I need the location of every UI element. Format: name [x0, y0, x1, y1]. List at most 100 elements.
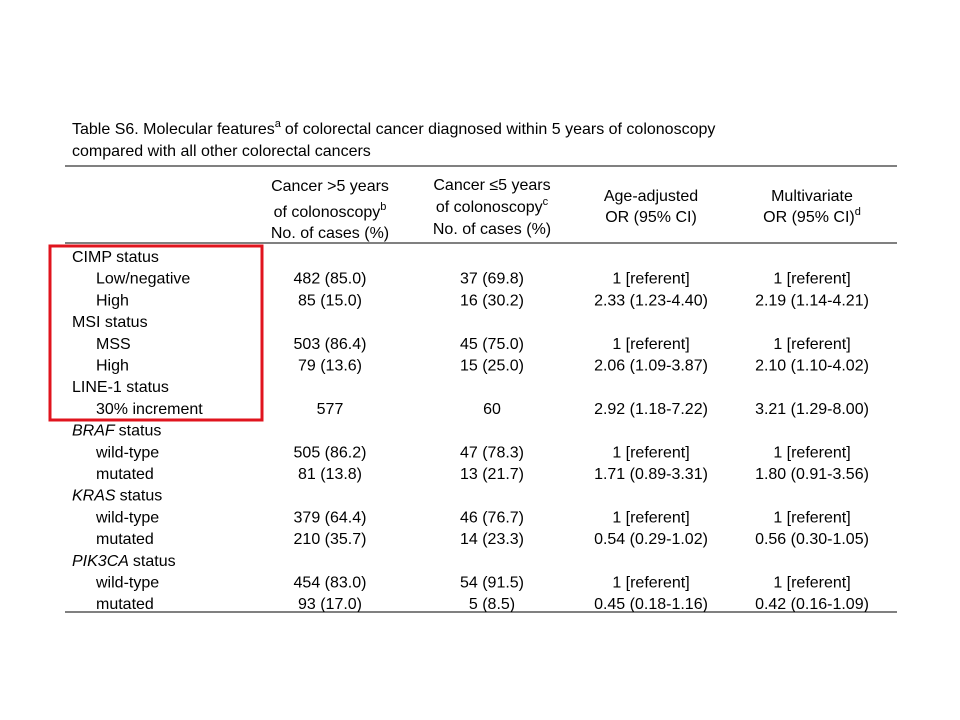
group-suffix: status: [119, 423, 162, 440]
gene-name: PIK3CA: [72, 553, 129, 570]
cell: 37 (69.8): [460, 271, 524, 288]
header-text: OR (95% CI): [605, 209, 697, 226]
cell: 2.10 (1.10-4.02): [755, 358, 869, 375]
group-text: CIMP status: [72, 249, 159, 266]
cell: 1 [referent]: [612, 444, 689, 461]
title-text: of colorectal cancer diagnosed within 5 …: [285, 121, 715, 138]
gene-name: KRAS: [72, 488, 116, 505]
group-suffix: status: [120, 488, 163, 505]
cell: 14 (23.3): [460, 531, 524, 548]
cell: 2.92 (1.18-7.22): [594, 401, 708, 418]
cell: 0.56 (0.30-1.05): [755, 531, 869, 548]
group-text: LINE-1 status: [72, 379, 169, 396]
cell: 13 (21.7): [460, 466, 524, 483]
cell: 1 [referent]: [773, 271, 850, 288]
cell: 0.54 (0.29-1.02): [594, 531, 708, 548]
cell: 505 (86.2): [294, 444, 367, 461]
row-label: 30% increment: [96, 401, 203, 418]
cell: 3.21 (1.29-8.00): [755, 401, 869, 418]
cell: 1 [referent]: [773, 336, 850, 353]
column-header: OR (95% CI): [605, 209, 697, 226]
cell: 1.71 (0.89-3.31): [594, 466, 708, 483]
column-header: No. of cases (%): [433, 221, 551, 238]
title-text: Table S6. Molecular features: [72, 121, 275, 138]
cell: 0.42 (0.16-1.09): [755, 596, 869, 613]
header-text: No. of cases (%): [433, 221, 551, 238]
cell: 2.06 (1.09-3.87): [594, 358, 708, 375]
group-suffix: status: [133, 553, 176, 570]
column-header: Cancer ≤5 years: [433, 177, 550, 194]
column-header: Age-adjusted: [604, 188, 698, 205]
group-label: CIMP status: [72, 249, 159, 266]
highlight-box: [48, 244, 264, 422]
cell: 1 [referent]: [612, 575, 689, 592]
group-text: MSI status: [72, 314, 148, 331]
cell: 46 (76.7): [460, 509, 524, 526]
cell: 45 (75.0): [460, 336, 524, 353]
column-header: Cancer >5 years: [271, 178, 389, 195]
cell: 93 (17.0): [298, 596, 362, 613]
cell: 60: [483, 401, 501, 418]
group-label: PIK3CA status: [72, 553, 176, 570]
cell: 1 [referent]: [612, 336, 689, 353]
footnote-mark: c: [543, 196, 549, 208]
header-text: of colonoscopy: [436, 199, 543, 216]
column-header: No. of cases (%): [271, 225, 389, 242]
cell: 577: [317, 401, 344, 418]
column-header: of colonoscopyb: [274, 201, 387, 221]
header-text: Cancer ≤5 years: [433, 177, 550, 194]
cell: 5 (8.5): [469, 596, 515, 613]
cell: 210 (35.7): [294, 531, 367, 548]
group-label: MSI status: [72, 314, 148, 331]
row-label: mutated: [96, 596, 154, 613]
header-text: Cancer >5 years: [271, 178, 389, 195]
header-text: OR (95% CI): [763, 209, 855, 226]
footnote-mark: b: [380, 201, 386, 213]
header-text: of colonoscopy: [274, 204, 381, 221]
row-label: mutated: [96, 466, 154, 483]
cell: 2.19 (1.14-4.21): [755, 292, 869, 309]
cell: 54 (91.5): [460, 575, 524, 592]
row-label: wild-type: [95, 444, 159, 461]
title-line-1: Table S6. Molecular featuresa of colorect…: [72, 118, 715, 138]
footnote-mark: a: [275, 118, 282, 130]
cell: 379 (64.4): [294, 509, 367, 526]
cell: 1 [referent]: [773, 575, 850, 592]
group-label: LINE-1 status: [72, 379, 169, 396]
row-label: Low/negative: [96, 271, 190, 288]
column-header: Multivariate: [771, 188, 853, 205]
cell: 0.45 (0.18-1.16): [594, 596, 708, 613]
header-text: No. of cases (%): [271, 225, 389, 242]
row-label: wild-type: [95, 509, 159, 526]
group-label: BRAF status: [72, 423, 161, 440]
column-header: of colonoscopyc: [436, 196, 549, 216]
cell: 47 (78.3): [460, 444, 524, 461]
cell: 81 (13.8): [298, 466, 362, 483]
column-header: OR (95% CI)d: [763, 206, 861, 226]
cell: 1 [referent]: [773, 444, 850, 461]
cell: 15 (25.0): [460, 358, 524, 375]
row-label: wild-type: [95, 575, 159, 592]
cell: 85 (15.0): [298, 292, 362, 309]
cell: 16 (30.2): [460, 292, 524, 309]
row-label: mutated: [96, 531, 154, 548]
row-label: MSS: [96, 336, 131, 353]
cell: 1 [referent]: [773, 509, 850, 526]
footnote-mark: d: [855, 206, 861, 218]
gene-name: BRAF: [72, 423, 116, 440]
cell: 454 (83.0): [294, 575, 367, 592]
cell: 503 (86.4): [294, 336, 367, 353]
cell: 1.80 (0.91-3.56): [755, 466, 869, 483]
row-label: High: [96, 358, 129, 375]
header-text: Age-adjusted: [604, 188, 698, 205]
cell: 2.33 (1.23-4.40): [594, 292, 708, 309]
row-label: High: [96, 292, 129, 309]
header-text: Multivariate: [771, 188, 853, 205]
cell: 1 [referent]: [612, 509, 689, 526]
cell: 1 [referent]: [612, 271, 689, 288]
cell: 79 (13.6): [298, 358, 362, 375]
group-label: KRAS status: [72, 488, 162, 505]
